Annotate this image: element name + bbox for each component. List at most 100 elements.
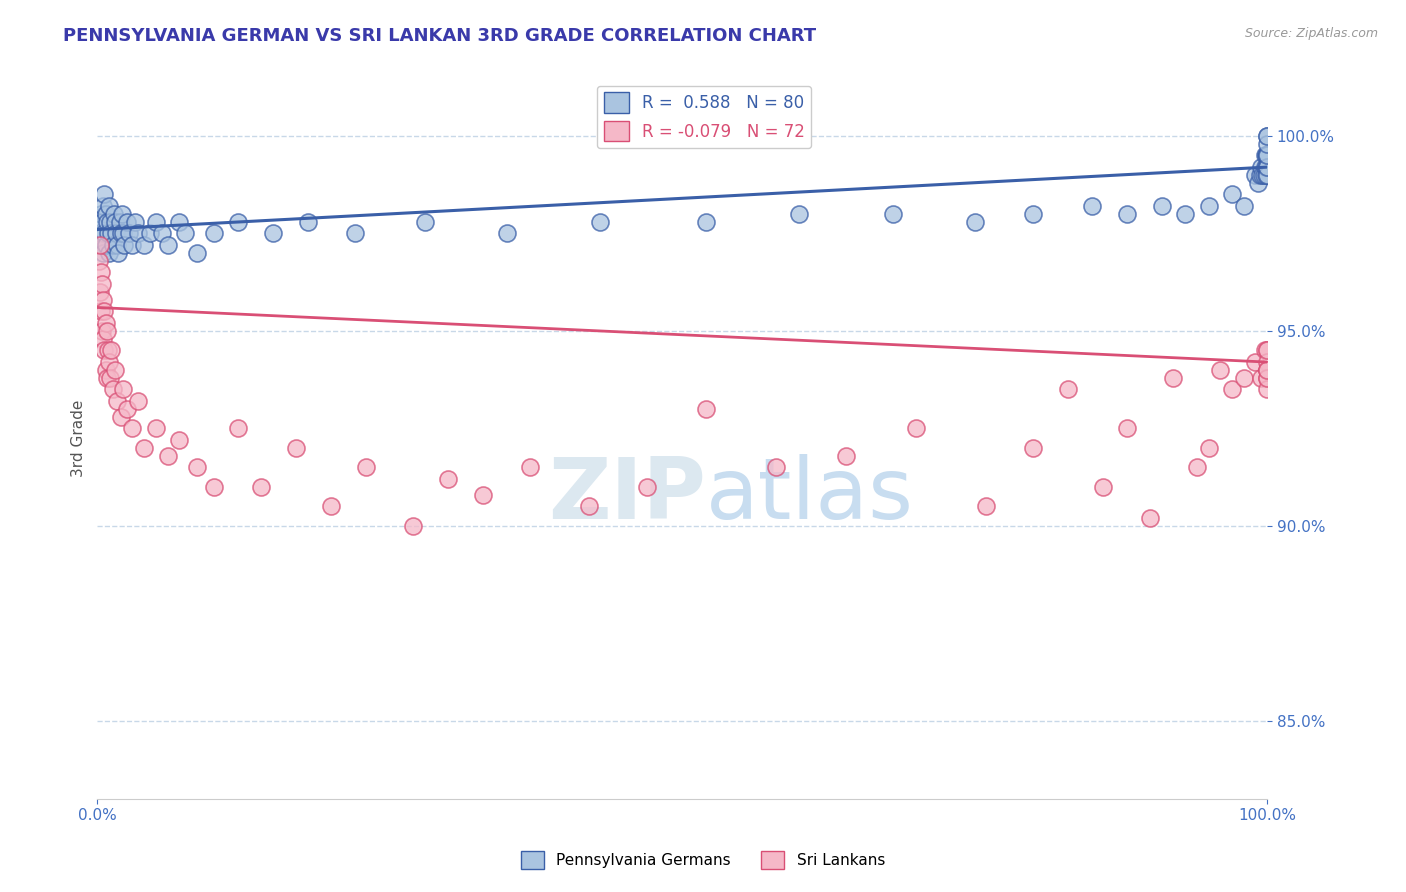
Point (105, 394, 128, 409)
Point (93, 187, 115, 202)
Point (174, 227, 197, 241)
Point (107, 246, 129, 260)
Point (167, 433, 190, 447)
Point (96, 370, 118, 384)
Y-axis label: 3rd Grade: 3rd Grade (72, 400, 86, 477)
Point (202, 227, 225, 241)
Point (882, 207, 904, 221)
Text: atlas: atlas (706, 454, 914, 537)
Point (103, 207, 125, 221)
Point (90, 265, 112, 279)
Point (127, 227, 149, 241)
Point (121, 421, 143, 435)
Point (1256, 383, 1278, 397)
Point (1244, 355, 1267, 369)
Point (1139, 511, 1161, 525)
Point (1163, 370, 1185, 384)
Point (695, 401, 717, 416)
Point (98, 355, 121, 369)
Point (1150, 199, 1173, 213)
Point (1256, 363, 1278, 377)
Point (472, 488, 495, 502)
Point (1254, 160, 1277, 174)
Point (105, 238, 128, 252)
Point (226, 421, 249, 435)
Point (1253, 168, 1275, 182)
Point (356, 460, 378, 475)
Point (1209, 363, 1232, 377)
Point (94, 238, 117, 252)
Point (250, 480, 273, 494)
Point (1244, 168, 1267, 182)
Point (110, 409, 132, 424)
Point (1251, 168, 1274, 182)
Point (1256, 160, 1278, 174)
Point (495, 227, 517, 241)
Point (1256, 343, 1278, 358)
Point (94, 207, 117, 221)
Point (97, 227, 120, 241)
Point (1256, 148, 1278, 162)
Point (186, 460, 208, 475)
Point (1256, 160, 1278, 174)
Point (87, 253, 110, 268)
Point (787, 207, 810, 221)
Point (1254, 168, 1277, 182)
Point (98, 199, 121, 213)
Point (1254, 343, 1277, 358)
Point (112, 383, 135, 397)
Point (1115, 207, 1137, 221)
Point (139, 227, 162, 241)
Point (1198, 199, 1220, 213)
Point (91, 215, 114, 229)
Point (1256, 363, 1278, 377)
Point (1250, 160, 1272, 174)
Point (1022, 441, 1045, 455)
Point (93, 304, 115, 318)
Point (186, 246, 208, 260)
Point (118, 227, 141, 241)
Point (343, 227, 366, 241)
Point (413, 215, 436, 229)
Point (127, 394, 149, 409)
Point (91, 246, 114, 260)
Point (89, 227, 111, 241)
Point (1256, 148, 1278, 162)
Point (905, 421, 928, 435)
Point (115, 401, 138, 416)
Point (1220, 383, 1243, 397)
Point (100, 227, 122, 241)
Point (1233, 199, 1256, 213)
Point (1256, 370, 1278, 384)
Point (1080, 199, 1102, 213)
Point (91, 293, 114, 307)
Point (1250, 370, 1272, 384)
Point (1198, 441, 1220, 455)
Point (91, 324, 114, 338)
Point (145, 215, 167, 229)
Point (1256, 363, 1278, 377)
Point (1256, 148, 1278, 162)
Point (1256, 168, 1278, 182)
Point (226, 215, 249, 229)
Point (1256, 136, 1278, 151)
Point (93, 343, 115, 358)
Text: PENNSYLVANIA GERMAN VS SRI LANKAN 3RD GRADE CORRELATION CHART: PENNSYLVANIA GERMAN VS SRI LANKAN 3RD GR… (63, 27, 817, 45)
Point (262, 227, 284, 241)
Point (1174, 207, 1197, 221)
Point (1256, 128, 1278, 143)
Point (156, 238, 179, 252)
Point (167, 215, 190, 229)
Point (89, 238, 111, 252)
Point (121, 238, 143, 252)
Point (1115, 421, 1137, 435)
Point (976, 500, 998, 514)
Point (1022, 207, 1045, 221)
Point (115, 215, 138, 229)
Point (104, 363, 127, 377)
Legend: R =  0.588   N = 80, R = -0.079   N = 72: R = 0.588 N = 80, R = -0.079 N = 72 (598, 86, 811, 148)
Point (111, 207, 134, 221)
Point (124, 215, 146, 229)
Text: ZIP: ZIP (548, 454, 706, 537)
Point (1256, 128, 1278, 143)
